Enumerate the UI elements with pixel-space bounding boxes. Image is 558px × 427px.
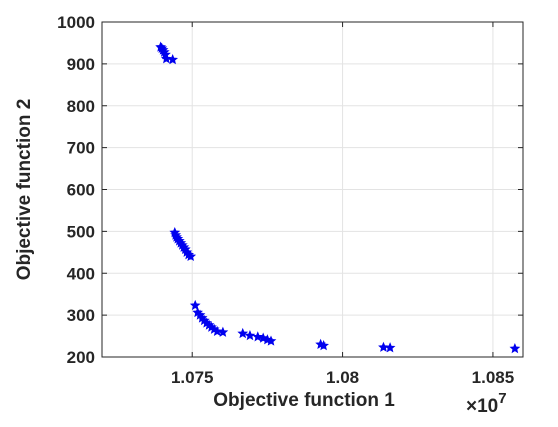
x-tick-label: 1.075 — [171, 368, 214, 387]
y-tick-labels: 200 300 400 500 600 700 800 900 1000 — [57, 13, 95, 367]
y-tick-label: 400 — [67, 264, 95, 283]
data-point — [185, 250, 197, 262]
x-tick-labels: 1.075 1.08 1.085 — [171, 368, 514, 387]
data-point — [167, 54, 179, 65]
data-point — [509, 342, 521, 354]
data-point — [384, 342, 396, 353]
x-tick-label: 1.08 — [326, 368, 359, 387]
axis-ticks — [102, 21, 523, 358]
data-point — [189, 299, 201, 311]
data-point — [378, 341, 389, 352]
data-point — [318, 340, 329, 351]
data-point — [237, 327, 249, 339]
grid — [102, 22, 523, 357]
y-tick-label: 800 — [67, 97, 95, 116]
x-axis-exponent: ×107 — [466, 390, 507, 417]
data-point — [244, 329, 256, 341]
y-tick-label: 900 — [67, 55, 95, 74]
y-tick-label: 500 — [67, 222, 95, 241]
data-points — [155, 41, 521, 354]
x-axis-exponent-base: ×10 — [466, 396, 498, 417]
data-point — [211, 325, 223, 337]
y-tick-label: 700 — [67, 139, 95, 158]
data-point — [217, 326, 229, 337]
x-axis-label: Objective function 1 — [213, 390, 395, 411]
y-tick-label: 1000 — [57, 13, 95, 32]
y-axis-label: Objective function 2 — [14, 99, 35, 281]
y-tick-label: 200 — [67, 348, 95, 367]
x-axis-exponent-power: 7 — [498, 390, 506, 407]
data-point — [252, 331, 264, 342]
y-tick-label: 300 — [67, 306, 95, 325]
y-tick-label: 600 — [67, 181, 95, 200]
x-tick-label: 1.085 — [472, 368, 515, 387]
data-point — [160, 53, 172, 64]
data-point — [265, 335, 277, 346]
